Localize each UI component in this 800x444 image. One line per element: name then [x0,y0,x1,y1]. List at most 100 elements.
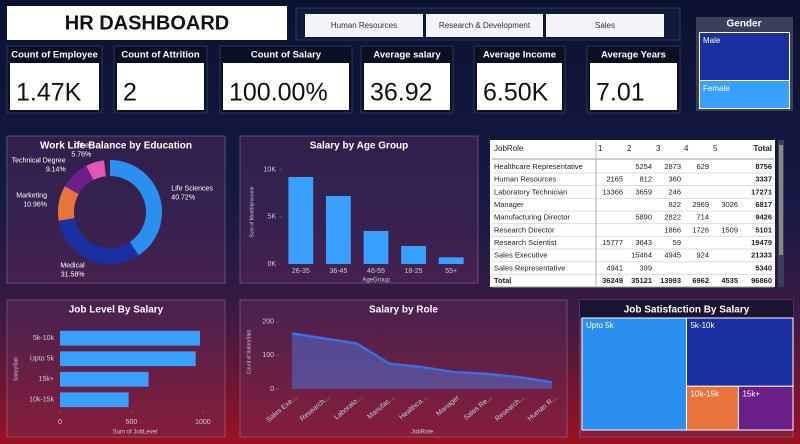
table-cell: 1866 [664,225,681,234]
table-cell: 3026 [721,200,738,209]
table-cell: 4945 [664,251,681,260]
table-cell: 4535 [721,276,738,285]
cell-label: 5k-10k [690,321,715,330]
panel [6,299,226,438]
kpi-label: Count of Employee [11,50,98,61]
table-header: 3 [656,144,661,153]
bar [363,230,389,264]
table-header: 4 [684,144,689,153]
kpi-value: 100.00% [229,79,328,107]
area [292,333,552,389]
panel [239,135,479,284]
table-cell: Manager [494,200,524,209]
table-cell: Healthcare Representative [494,162,583,171]
cell-label: Upto 5k [586,321,615,330]
table-cell: 924 [696,251,709,260]
kpi-value: 2 [123,79,137,107]
table-cell: 399 [639,263,652,272]
slice-value: 40.72% [171,194,195,201]
table-header: 2 [627,144,632,153]
table-cell: 5340 [755,263,772,272]
x-tick-label: 46-55 [367,268,385,275]
title-box [7,6,287,40]
x-tick-label: 36-45 [329,268,347,275]
table-cell: 2165 [606,175,623,184]
table-cell: 8756 [755,162,772,171]
kpi-box [10,63,99,110]
kpi-box [364,63,450,110]
x-tick-label: 1000 [195,419,211,426]
kpi-label: Average Income [483,50,556,61]
x-axis-label: JobRole [411,430,434,436]
y-tick-label: 5k-10k [33,335,55,342]
bar [438,257,464,264]
table-cell: 3659 [635,187,652,196]
tab-label: Human Resources [331,21,397,30]
table-cell: 629 [696,162,709,171]
x-axis-label: AgeGroup [362,278,390,284]
cell-label: 10k-15k [690,389,719,398]
treemap-cell [737,385,794,431]
y-axis-label: SalarySlab [13,357,19,381]
scroll-thumb [779,145,783,255]
cell-label: 15k+ [742,389,760,398]
table-cell: 9426 [755,213,772,222]
donut-slice [110,160,163,256]
table-cell: 2873 [664,162,681,171]
kpi-box [223,63,349,110]
table-cell: 822 [668,200,681,209]
y-tick-label: 10k-15k [29,397,54,404]
table-cell: 246 [668,187,681,196]
x-tick-label: 26-35 [292,268,310,275]
slicer-label: Male [703,36,721,45]
table-cell: Total [494,276,511,285]
table-cell: 5254 [635,162,652,171]
table-cell: 13366 [602,187,623,196]
tab[interactable] [426,14,543,37]
x-tick-label: 500 [126,419,138,426]
kpi-label: Average Years [601,50,666,61]
donut-slice [58,218,139,265]
bar [288,177,314,264]
treemap-cell [581,317,687,431]
slice-value: 9.14% [46,167,66,174]
table-cell: Manufacturing Director [494,213,570,222]
slicer-option[interactable] [700,81,789,108]
table-cell: 6962 [692,276,709,285]
table-cell: 59 [673,238,681,247]
table-cell: Laboratory Technician [494,187,567,196]
kpi-value: 36.92 [370,79,433,107]
tab[interactable] [305,14,423,37]
slicer-label: Female [703,84,730,93]
table-cell: 812 [639,175,652,184]
kpi-box [117,63,204,110]
bar [60,330,200,346]
kpi-label: Count of Attrition [121,50,199,61]
table-cell: 1509 [721,225,738,234]
table-cell: 4941 [606,263,623,272]
chart-title: Job Level By Salary [69,305,164,316]
slice-label: Life Sciences [171,185,213,192]
table-cell: 17271 [751,187,772,196]
table-cell: Research Director [494,225,555,234]
tab-label: Sales [595,21,615,30]
kpi-label: Average salary [373,50,441,61]
chart-title: Salary by Role [369,305,438,316]
bar [60,392,129,408]
donut-slice [58,186,79,221]
table-cell: 35121 [631,276,652,285]
table-cell: 6817 [755,200,772,209]
bar [60,351,196,367]
table-cell: 13993 [660,276,681,285]
table-cell: 19479 [751,238,772,247]
slicer-option[interactable] [700,33,789,80]
chart-title: Salary by Age Group [310,141,409,152]
slice-value: 10.96% [23,202,47,209]
tab[interactable] [546,14,664,37]
x-tick-label: 55+ [445,268,457,275]
table-header: 1 [598,144,603,153]
table-cell: Sales Representative [494,263,565,272]
table-cell: 2969 [692,200,709,209]
y-tick-label: 10K [264,166,277,173]
